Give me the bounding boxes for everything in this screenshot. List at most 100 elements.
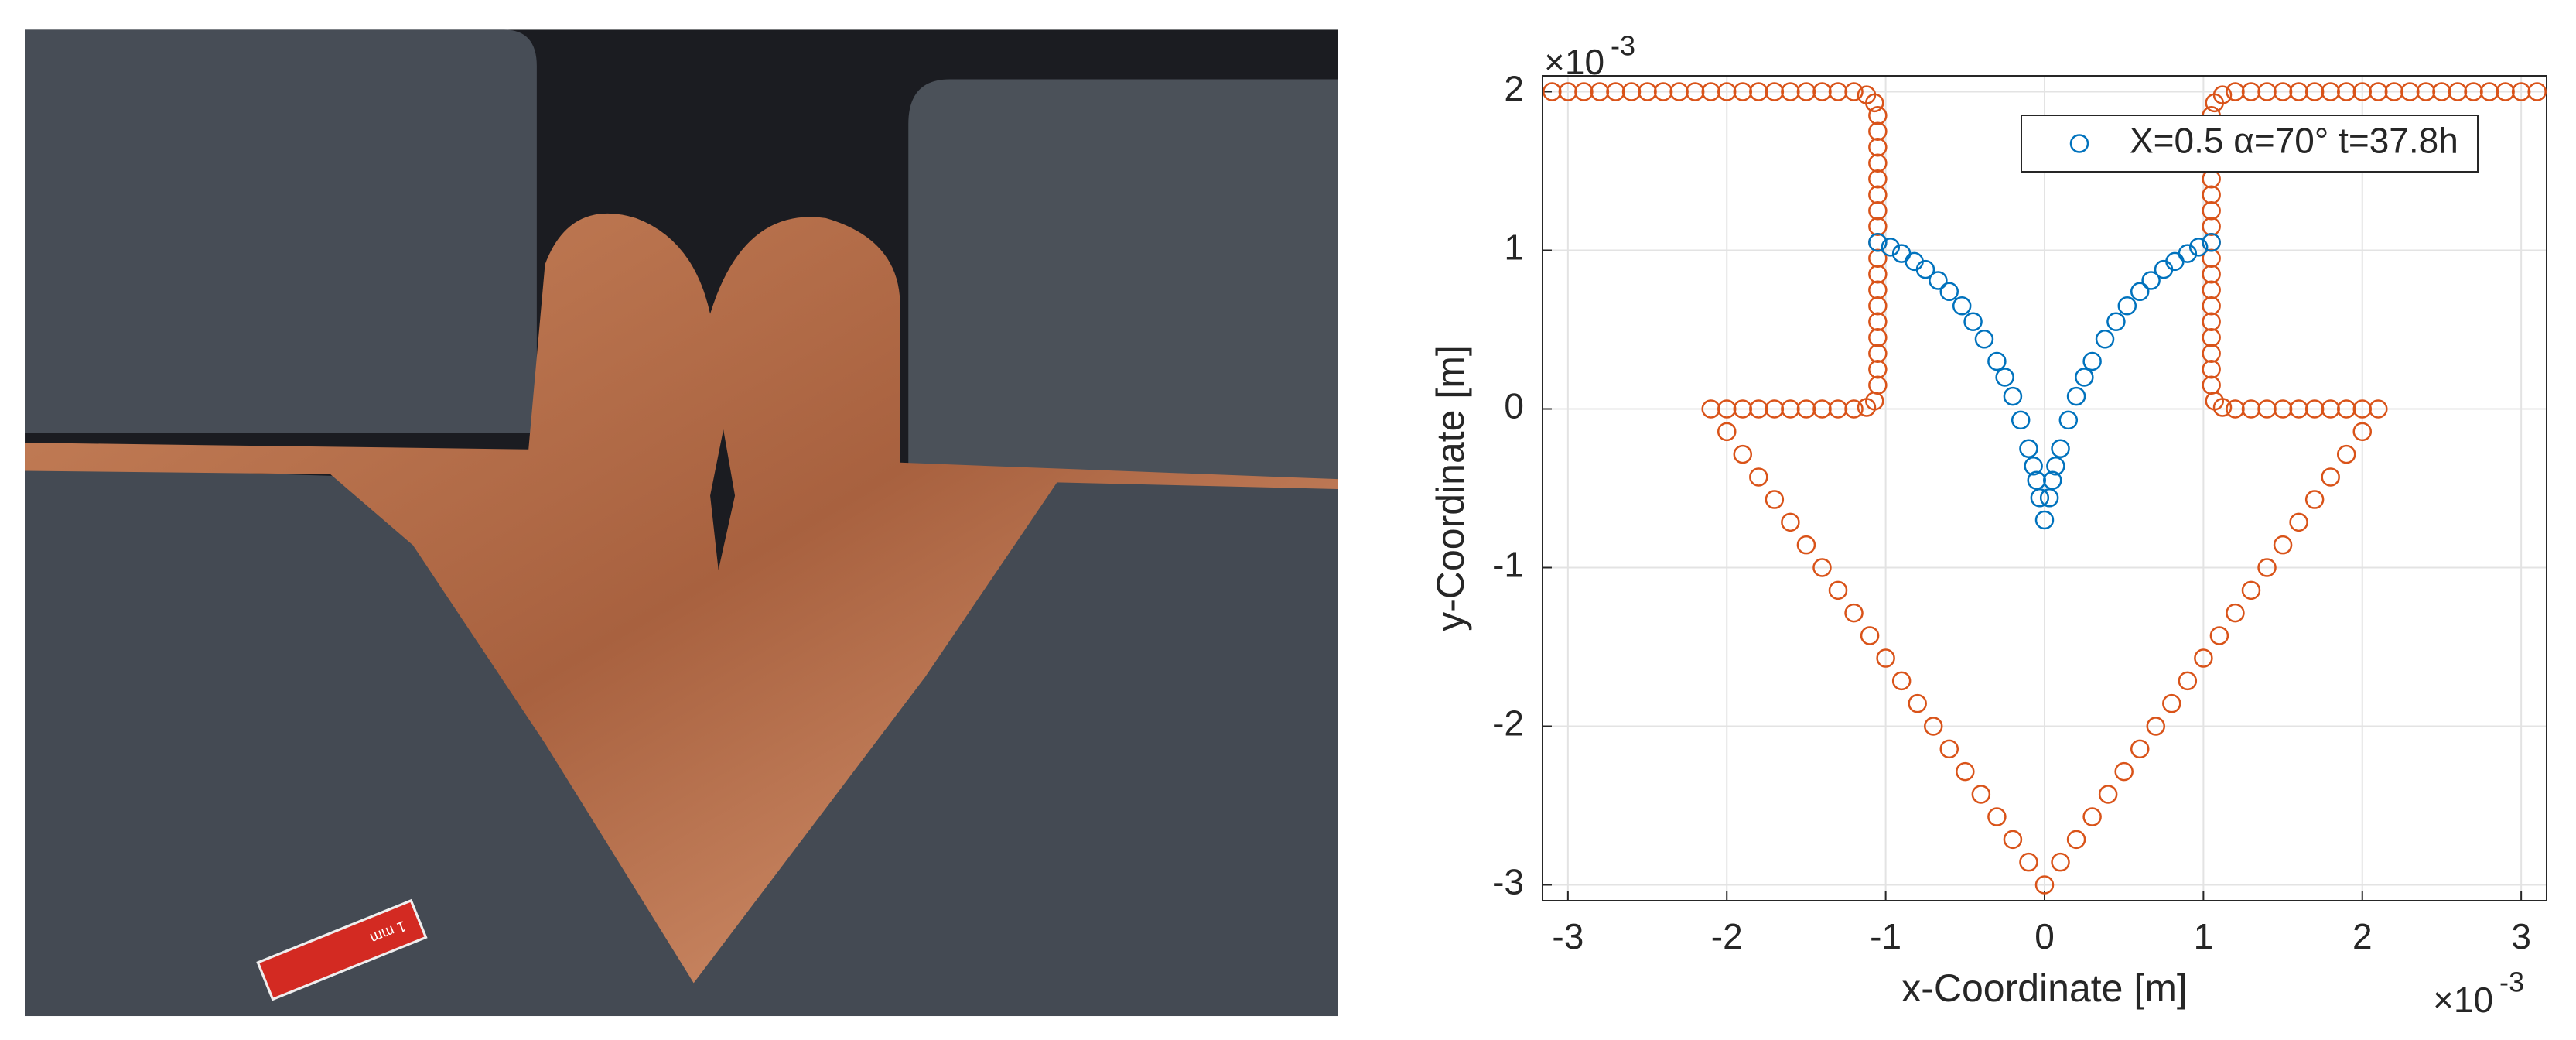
- marker: [1765, 490, 1785, 509]
- marker: [1812, 399, 1832, 419]
- marker: [1868, 138, 1888, 157]
- marker: [1929, 271, 1948, 290]
- marker: [2141, 271, 2161, 290]
- marker: [1558, 82, 1578, 101]
- marker: [2202, 280, 2221, 299]
- marker: [2082, 351, 2102, 371]
- marker: [1844, 82, 1864, 101]
- marker: [2039, 488, 2059, 508]
- y-tick-label: 0: [1504, 386, 1524, 426]
- marker: [1653, 82, 1673, 101]
- y-axis-label: y-Coordinate [m]: [1429, 345, 1472, 631]
- marker: [2046, 457, 2065, 476]
- marker: [2011, 410, 2031, 430]
- marker: [2226, 399, 2245, 419]
- marker: [2030, 488, 2050, 508]
- marker: [1891, 671, 1912, 691]
- marker: [1749, 399, 1768, 419]
- marker: [2051, 852, 2070, 872]
- marker: [2352, 399, 2373, 419]
- marker: [2273, 399, 2293, 419]
- x-tick-label: 0: [2034, 916, 2055, 956]
- marker: [1590, 82, 1610, 101]
- marker: [2019, 852, 2038, 872]
- marker: [2464, 82, 2483, 101]
- marker: [1868, 153, 1888, 173]
- marker: [2051, 439, 2070, 458]
- marker: [1733, 399, 1753, 419]
- marker: [1733, 444, 1753, 464]
- marker: [2202, 296, 2221, 316]
- marker: [2209, 626, 2229, 645]
- marker: [1796, 535, 1816, 555]
- x-tick-label: 3: [2511, 916, 2531, 956]
- y-tick-label: 2: [1504, 69, 1524, 109]
- marker: [2043, 470, 2062, 490]
- marker: [2527, 82, 2547, 101]
- marker: [1701, 82, 1720, 101]
- marker: [2202, 248, 2221, 268]
- marker: [1868, 217, 1888, 236]
- marker: [2034, 875, 2055, 895]
- marker: [2226, 603, 2245, 623]
- marker: [2019, 439, 2038, 458]
- marker: [2289, 512, 2308, 532]
- marker: [1606, 82, 1625, 101]
- x-tick-label: 1: [2194, 916, 2214, 956]
- marker: [2194, 648, 2213, 668]
- marker: [2241, 580, 2261, 600]
- marker: [2448, 82, 2468, 101]
- marker: [2321, 467, 2340, 487]
- marker: [2336, 444, 2356, 464]
- marker: [2202, 328, 2221, 347]
- y-multiplier: ×10: [1544, 42, 1604, 82]
- marker: [1971, 785, 1991, 804]
- x-tick-label: 2: [2352, 916, 2373, 956]
- marker: [2321, 399, 2340, 419]
- x-multiplier: ×10: [2433, 980, 2493, 1020]
- marker: [2003, 386, 2023, 406]
- marker: [2202, 217, 2221, 236]
- marker: [1860, 626, 1880, 645]
- x-tick-label: -1: [1870, 916, 1901, 956]
- marker: [1963, 312, 1983, 331]
- marker: [1812, 558, 1832, 577]
- marker: [2202, 360, 2221, 379]
- marker: [1923, 717, 1943, 736]
- marker: [2202, 344, 2221, 363]
- marker: [1812, 82, 1832, 101]
- marker: [1701, 399, 1720, 419]
- marker: [2146, 717, 2166, 736]
- marker: [1717, 422, 1737, 442]
- y-tick-label: -3: [1492, 862, 1524, 902]
- marker: [2178, 244, 2198, 263]
- marker: [2304, 82, 2325, 101]
- marker: [2162, 693, 2181, 713]
- marker: [2479, 82, 2499, 101]
- crack: [710, 429, 736, 570]
- marker: [2352, 422, 2373, 442]
- marker: [2496, 82, 2515, 101]
- marker: [2511, 82, 2531, 101]
- marker: [1915, 259, 1935, 279]
- marker: [2257, 82, 2277, 101]
- marker: [2095, 330, 2115, 349]
- marker: [1956, 761, 1975, 782]
- marker: [1844, 399, 1864, 419]
- marker: [1908, 693, 1927, 713]
- marker: [2202, 233, 2221, 252]
- marker: [2188, 238, 2209, 257]
- legend-box: [2021, 115, 2479, 173]
- marker: [2336, 399, 2356, 419]
- marker: [2289, 82, 2308, 101]
- y-tick-label: -2: [1492, 703, 1524, 744]
- marker: [2369, 399, 2388, 419]
- axes-box: [1542, 75, 2547, 901]
- marker: [2202, 375, 2221, 395]
- marker: [1868, 201, 1888, 221]
- marker: [1857, 398, 1877, 417]
- marker: [1781, 399, 1800, 419]
- marker: [1796, 82, 1816, 101]
- marker: [2226, 82, 2245, 101]
